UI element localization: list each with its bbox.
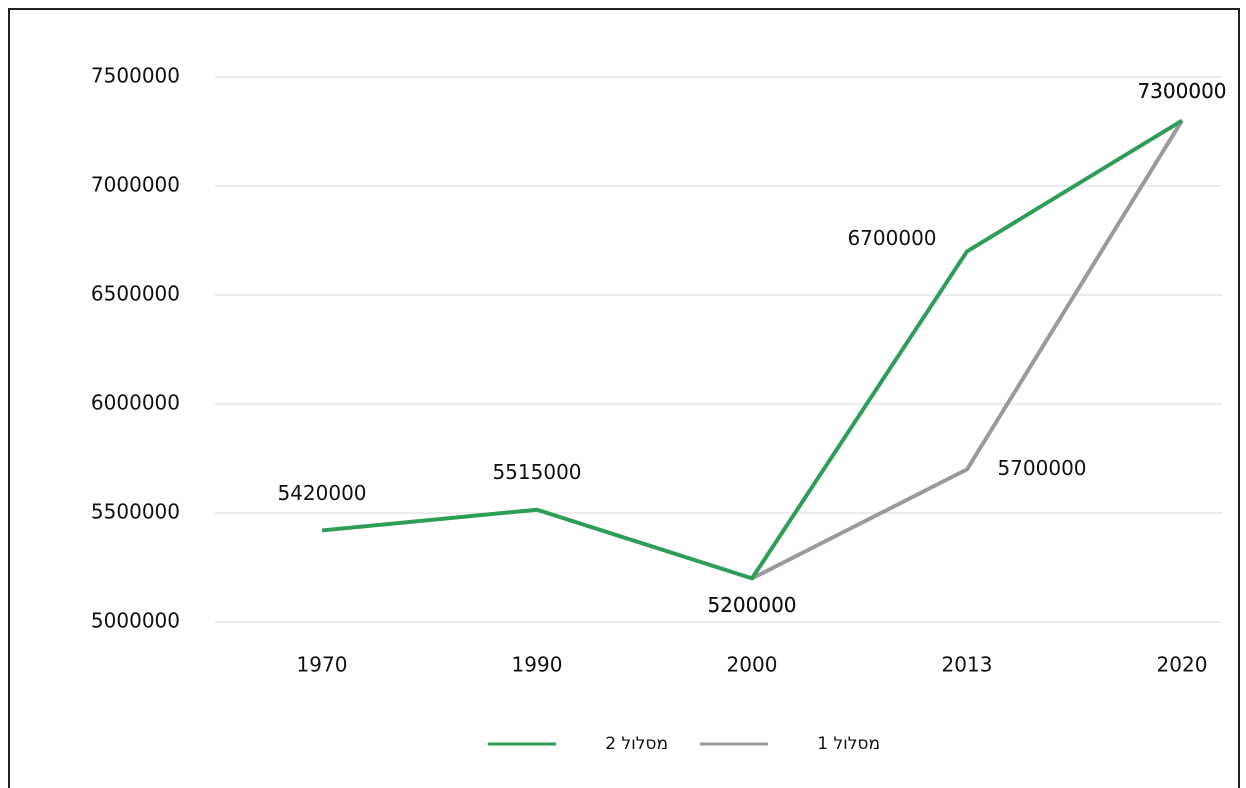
data-label: 5200000: [707, 593, 796, 617]
data-label: 5200000: [707, 593, 796, 617]
y-tick-label: 5500000: [91, 500, 180, 524]
data-label: 7300000: [1137, 79, 1226, 103]
data-label: 5700000: [997, 456, 1086, 480]
data-label: 5515000: [492, 460, 581, 484]
legend-label: מסלול 1: [817, 734, 880, 754]
data-label: 7300000: [1137, 79, 1226, 103]
x-tick-label: 2013: [942, 653, 993, 677]
series-line: [321, 118, 1184, 581]
y-tick-label: 6500000: [91, 282, 180, 306]
y-tick-label: 7500000: [91, 64, 180, 88]
x-tick-label: 1990: [512, 653, 563, 677]
data-label: 5420000: [277, 481, 366, 505]
series-line: [751, 119, 1184, 581]
data-label: 6700000: [847, 226, 936, 250]
x-tick-label: 2000: [727, 653, 778, 677]
x-tick-label: 2020: [1157, 653, 1208, 677]
frame: [8, 8, 1240, 788]
y-tick-label: 7000000: [91, 173, 180, 197]
legend-label: מסלול 2: [605, 734, 668, 754]
y-tick-label: 6000000: [91, 391, 180, 415]
y-tick-label: 5000000: [91, 609, 180, 633]
x-tick-label: 1970: [297, 653, 348, 677]
